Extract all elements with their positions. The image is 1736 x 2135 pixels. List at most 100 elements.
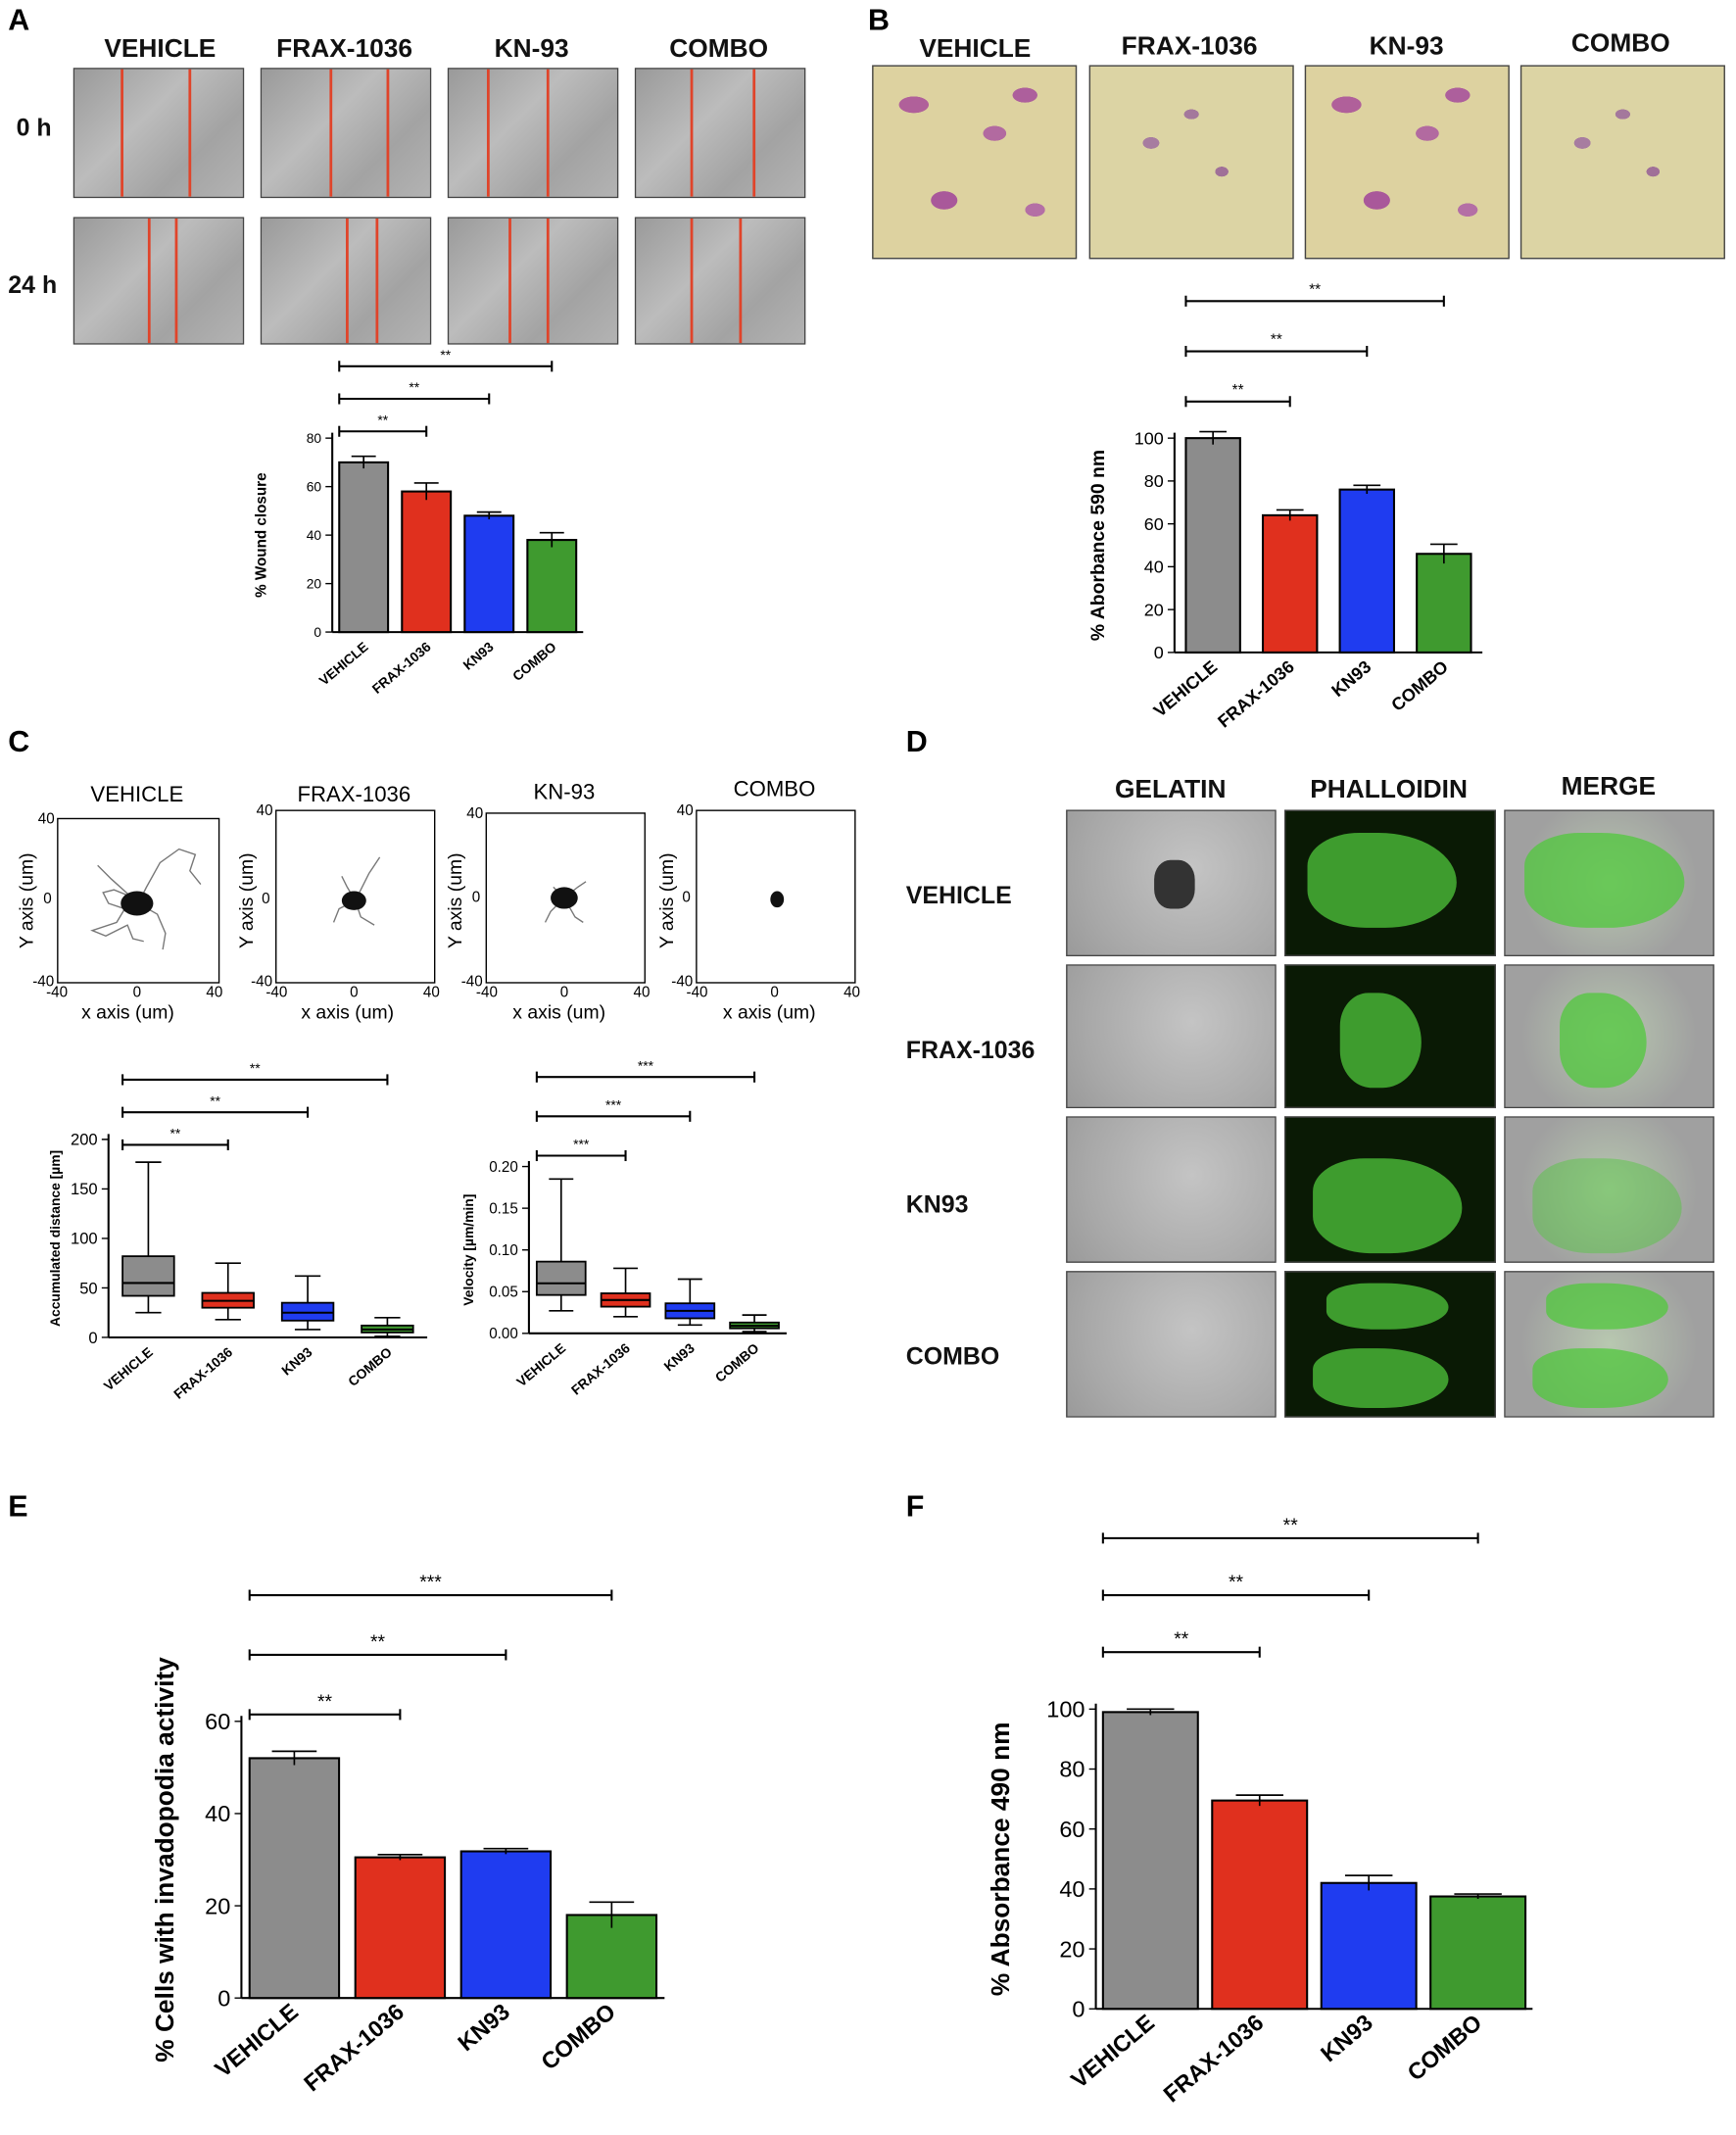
chart-c1-ylabel: Accumulated distance [µm] xyxy=(47,1150,63,1327)
chart-c2-xtick-label-2: KN93 xyxy=(660,1339,698,1374)
chart-a-ylabel: % Wound closure xyxy=(253,472,269,597)
chart-a-bar-3 xyxy=(526,539,578,634)
track-ytick-bot-combo: -40 xyxy=(671,973,694,991)
track-title-vehicle: VEHICLE xyxy=(90,784,184,807)
chart-a-ytick-label-2: 40 xyxy=(307,527,322,543)
panel-d-row-frax: FRAX-1036 xyxy=(905,1036,1036,1064)
chart-c2-box-0 xyxy=(535,1260,587,1296)
chart-e-ytick-label-1: 20 xyxy=(205,1893,230,1918)
chart-b-xtick-label-3: COMBO xyxy=(1387,656,1452,715)
merge-image-frax xyxy=(1504,964,1714,1109)
panel-d-row-combo: COMBO xyxy=(905,1342,1000,1371)
chart-c2-ytick-label-3: 0.15 xyxy=(489,1200,518,1217)
chart-b-ytick-label-1: 20 xyxy=(1144,600,1164,619)
track-xtick-right-vehicle: 40 xyxy=(206,985,223,1001)
merge-image-kn93 xyxy=(1504,1116,1714,1263)
chart-c2-ylabel: Velocity [µm/min] xyxy=(460,1194,476,1306)
track-ylabel-kn93: Y axis (um) xyxy=(444,852,466,949)
panel-letter-d: D xyxy=(905,724,928,758)
track-ylabel-vehicle: Y axis (um) xyxy=(15,852,37,949)
chart-b-sig-label-2: ** xyxy=(1309,281,1321,298)
chart-f-bar-3 xyxy=(1429,1895,1527,2011)
wound-image-vehicle-0h xyxy=(72,68,245,199)
phalloidin-image-kn93 xyxy=(1284,1116,1496,1263)
chart-c1-ytick-label-4: 200 xyxy=(71,1131,98,1149)
track-ytick-top-frax: 40 xyxy=(256,802,273,820)
gelatin-image-vehicle xyxy=(1066,809,1277,956)
chart-e-ylabel: % Cells with invadopodia activity xyxy=(150,1657,179,2062)
chart-a-xtick-label-1: FRAX-1036 xyxy=(368,639,433,697)
track-plot-kn93 xyxy=(485,812,646,984)
wound-image-kn93-0h xyxy=(447,68,619,199)
chart-e-bar-1 xyxy=(354,1856,447,2000)
track-xlabel-vehicle: x axis (um) xyxy=(81,1000,174,1023)
chart-b-sig-label-0: ** xyxy=(1232,382,1244,399)
track-title-combo: COMBO xyxy=(733,778,816,802)
panel-letter-e: E xyxy=(8,1489,28,1524)
panel-b-header-vehicle: VEHICLE xyxy=(919,34,1032,65)
panel-d-header-phalloidin: PHALLOIDIN xyxy=(1310,775,1468,804)
chart-a-sig-label-1: ** xyxy=(409,379,419,395)
chart-b-xtick-label-2: KN93 xyxy=(1327,656,1374,701)
track-ytick-bot-kn93: -40 xyxy=(460,973,483,991)
phalloidin-image-combo xyxy=(1284,1271,1496,1418)
panel-a-header-vehicle: VEHICLE xyxy=(104,34,217,65)
panel-letter-c: C xyxy=(8,724,30,758)
chart-b-ytick-label-2: 40 xyxy=(1144,558,1164,577)
chart-c1-ytick-label-3: 150 xyxy=(71,1180,98,1198)
chart-b-ytick-label-0: 0 xyxy=(1154,643,1164,662)
track-xlabel-kn93: x axis (um) xyxy=(512,1000,606,1023)
merge-image-vehicle xyxy=(1504,809,1714,956)
track-xtick-right-combo: 40 xyxy=(844,985,861,1001)
panel-a-row-24h: 24 h xyxy=(8,270,58,299)
chart-f-xtick-label-0: VEHICLE xyxy=(1066,2010,1159,2093)
phalloidin-image-vehicle xyxy=(1284,809,1496,956)
chart-f-bar-2 xyxy=(1320,1881,1418,2011)
invasion-image-combo xyxy=(1519,65,1725,260)
gelatin-image-frax xyxy=(1066,964,1277,1109)
track-xtick-left-vehicle: -40 xyxy=(46,985,69,1001)
track-title-kn93: KN-93 xyxy=(533,781,596,804)
chart-e-sig-label-1: ** xyxy=(370,1631,386,1653)
track-xtick-mid-combo: 0 xyxy=(770,985,779,1001)
track-ytick-mid-frax: 0 xyxy=(262,891,270,908)
chart-b-ytick-label-3: 60 xyxy=(1144,514,1164,534)
chart-c2-ytick-label-2: 0.10 xyxy=(489,1242,518,1259)
chart-c1-xtick-label-3: COMBO xyxy=(345,1343,395,1388)
chart-e-xtick-label-1: FRAX-1036 xyxy=(299,1999,409,2097)
chart-e-sig-label-2: *** xyxy=(419,1572,442,1593)
chart-c2-ytick-label-0: 0.00 xyxy=(489,1326,518,1342)
chart-f-ylabel: % Absorbance 490 nm xyxy=(986,1722,1015,1996)
chart-f-ytick-label-1: 20 xyxy=(1059,1936,1085,1962)
chart-b-xtick-label-0: VEHICLE xyxy=(1150,656,1222,720)
chart-f-ytick-label-2: 40 xyxy=(1059,1876,1085,1902)
chart-c1-box-0 xyxy=(121,1255,175,1297)
chart-e-xtick-label-2: KN93 xyxy=(453,1999,514,2057)
chart-a-ytick-label-1: 20 xyxy=(307,575,322,591)
track-xlabel-combo: x axis (um) xyxy=(722,1000,816,1023)
panel-letter-b: B xyxy=(868,2,890,37)
chart-e-invadopodia: 0 20 40 60 % Cells with invadopodia activity… xyxy=(150,1572,665,2097)
panel-b-header-frax: FRAX-1036 xyxy=(1121,32,1258,62)
chart-e-ytick-label-3: 60 xyxy=(205,1709,230,1734)
chart-a-ytick-label-0: 0 xyxy=(313,624,321,640)
track-ytick-top-kn93: 40 xyxy=(466,805,484,822)
track-plot-vehicle xyxy=(57,817,220,984)
panel-letter-a: A xyxy=(8,2,30,37)
chart-e-xtick-label-0: VEHICLE xyxy=(210,1999,303,2082)
track-xtick-right-kn93: 40 xyxy=(633,985,651,1001)
track-ylabel-frax: Y axis (um) xyxy=(234,852,258,949)
gelatin-image-combo xyxy=(1066,1271,1277,1418)
chart-c2-xtick-label-0: VEHICLE xyxy=(513,1339,568,1389)
track-plot-frax xyxy=(275,809,436,984)
panel-a-row-0h: 0 h xyxy=(16,114,52,141)
chart-f-xtick-label-2: KN93 xyxy=(1316,2010,1377,2067)
chart-a-xtick-label-3: COMBO xyxy=(509,639,559,684)
chart-c1-ytick-label-0: 0 xyxy=(88,1329,97,1347)
wound-image-vehicle-24h xyxy=(72,217,245,345)
wound-image-frax-0h xyxy=(260,68,432,199)
chart-f-ytick-label-3: 60 xyxy=(1059,1817,1085,1842)
track-xtick-mid-frax: 0 xyxy=(350,985,359,1001)
track-ylabel-combo: Y axis (um) xyxy=(655,852,678,949)
panel-letter-f: F xyxy=(905,1489,925,1524)
